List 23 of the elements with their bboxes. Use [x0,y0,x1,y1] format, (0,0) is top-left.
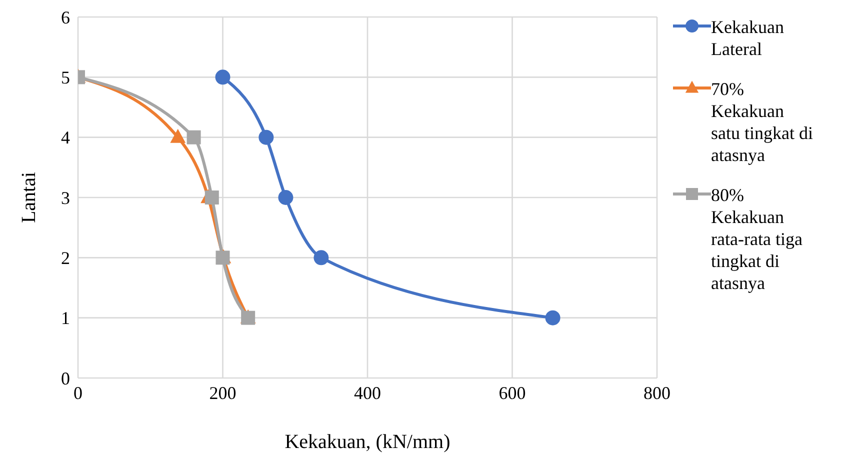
x-axis-title: Kekakuan, (kN/mm) [284,431,450,453]
legend-label: Kekakuan Lateral [711,16,785,60]
y-tick-label: 0 [61,368,70,388]
point [215,70,230,85]
legend-label: 70% Kekakuan satu tingkat di atasnya [711,78,814,166]
y-axis-title: Lantai [18,172,40,224]
x-tick-label: 800 [644,382,670,403]
x-tick-label: 200 [209,382,236,403]
point [314,250,329,266]
point [258,130,274,145]
x-tick-label: 600 [498,382,526,403]
y-tick-label: 4 [61,128,70,148]
y-tick-label: 6 [61,7,70,28]
y-tick-label: 1 [61,308,70,328]
point [278,190,294,205]
point [186,130,201,144]
y-tick-label: 5 [61,68,70,88]
x-tick-label: 0 [74,382,82,403]
legend-label: 80% Kekakuan rata-rata tiga tingkat di atasnya [711,184,804,294]
y-tick-label: 2 [61,248,70,268]
x-tick-label: 400 [354,382,381,403]
point [545,310,560,326]
y-tick-label: 3 [61,188,70,208]
